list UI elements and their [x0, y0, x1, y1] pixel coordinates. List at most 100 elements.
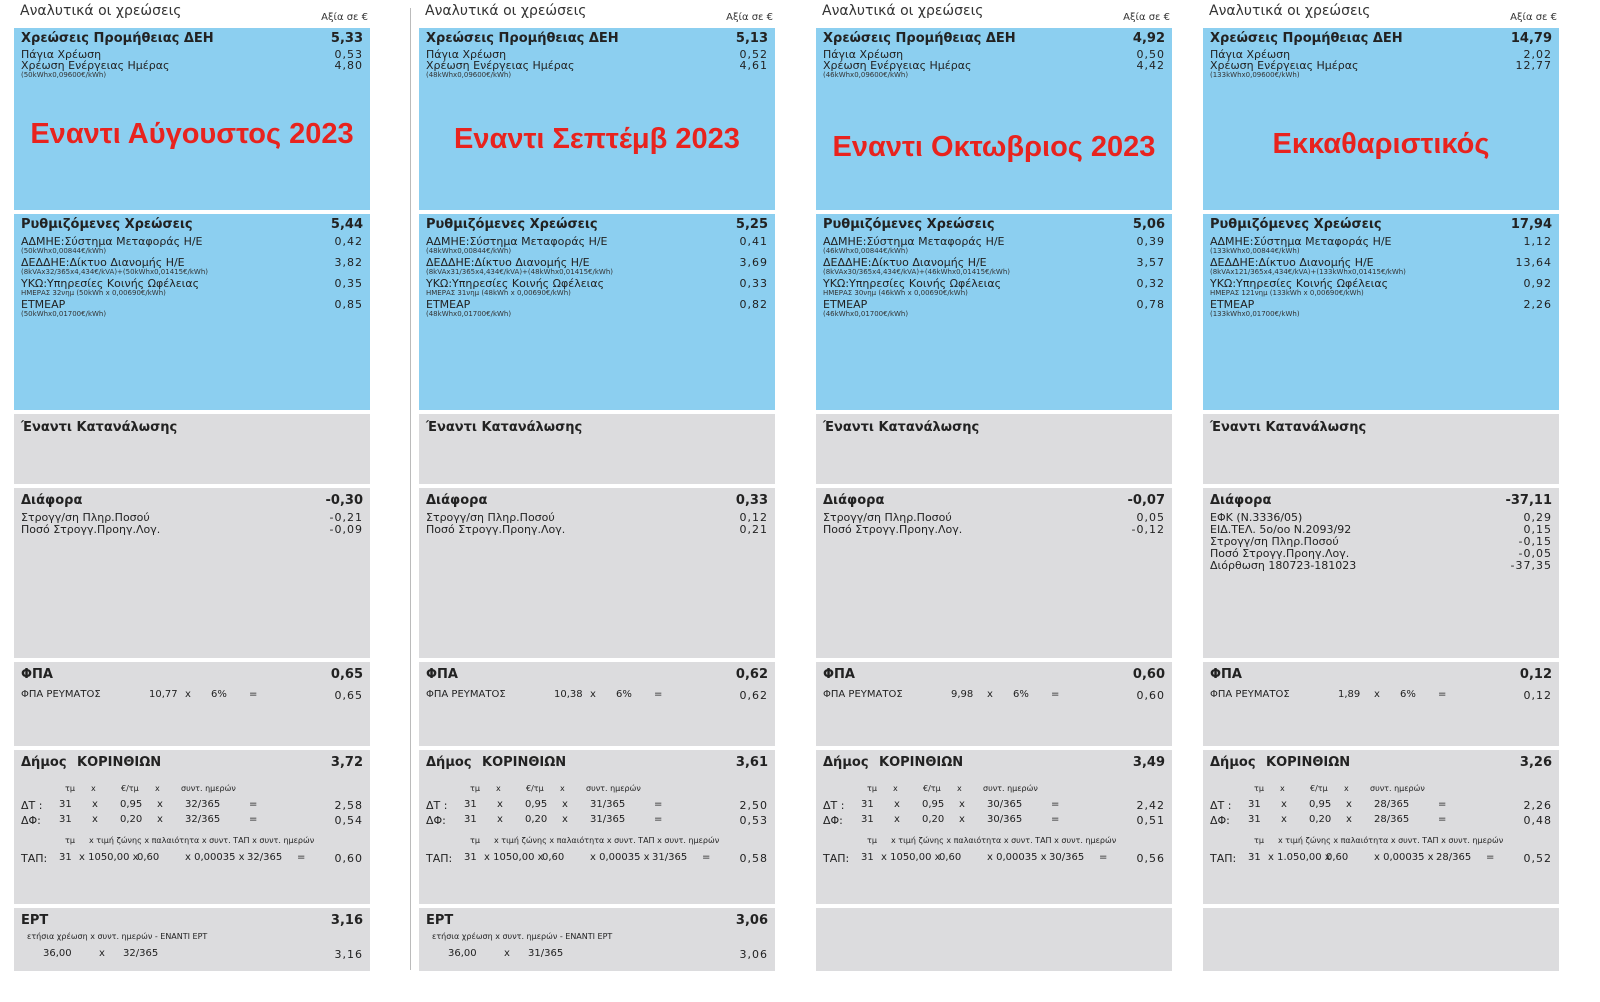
line-item-detail: (133kWhx0,00844€/kWh) [1210, 247, 1300, 255]
ert-caption-text: ετήσια χρέωση x συντ. ημερών - ΕΝΑΝΤΙ ΕΡ… [27, 932, 208, 941]
section-total: 0,65 [330, 667, 363, 682]
column-caption: συντ. ημερών [181, 784, 236, 793]
section-header: Έναντι Κατανάλωσης [426, 420, 768, 437]
row-cell: 32/365 [185, 814, 221, 825]
section-header: ΕΡΤ 3,16 [21, 913, 363, 930]
column-caption: τμ [470, 836, 480, 845]
line-item-value: -37,35 [1510, 559, 1552, 572]
column-caption: τμ [867, 784, 877, 793]
column-caption: τμ [867, 836, 877, 845]
tap-row: ΤΑΠ: 31 x 1.050,00 x 0,60 x 0,00035 x 28/365 =… [1210, 852, 1552, 866]
section-title: Έναντι Κατανάλωσης [823, 420, 980, 435]
row-cell: x [1281, 799, 1287, 810]
row-cell: x 1050,00 x [79, 852, 139, 863]
municipality-header-row: τμ x τιμή ζώνης x παλαιότητα x συντ. ΤΑΠ … [426, 836, 768, 850]
line-item: Ποσό Στρογγ.Προηγ.Λογ. -0,05 [1210, 547, 1552, 561]
row-label: ΔΤ : [1210, 799, 1232, 812]
section-header: Δήμος ΚΟΡΙΝΘΙΩΝ 3,26 [1210, 755, 1552, 772]
line-item: ΕΤΜΕΑΡ 0,82 (48kWhx0,01700€/kWh) [426, 298, 768, 318]
bill-column: Αναλυτικά οι χρεώσεις Αξία σε € Χρεώσεις Π… [1203, 0, 1559, 1002]
vat-section: ΦΠΑ 0,65 ΦΠΑ ΡΕΥΜΑΤΟΣ 10,77 x 6% = 0,65 [14, 662, 370, 746]
line-item-value: 13,64 [1515, 256, 1552, 269]
line-item-detail: (8kVAx31/365x4,434€/kVA)+(48kWhx0,01415€… [426, 268, 614, 276]
section-total: 5,44 [330, 217, 363, 232]
line-item: Πάγια Χρέωση 0,53 [21, 48, 363, 62]
section-title: Χρεώσεις Προμήθειας ΔΕΗ [426, 31, 619, 46]
line-item: Στρογγ/ση Πληρ.Ποσού -0,21 [21, 511, 363, 525]
section-title: Δήμος [426, 755, 472, 770]
column-caption: τμ [1254, 836, 1264, 845]
line-item-detail: ΗΜΕΡΑΣ 30νημ (46kWh x 0,00690€/kWh) [823, 289, 968, 297]
municipality-name: ΚΟΡΙΝΘΙΩΝ [1266, 755, 1351, 770]
misc-section: Διάφορα -0,07 Στρογγ/ση Πληρ.Ποσού 0,05 Ποσό… [816, 488, 1172, 658]
row-value: 0,54 [334, 814, 363, 827]
row-cell: = [1438, 799, 1447, 810]
tap-row: ΤΑΠ: 31 x 1050,00 x 0,60 x 0,00035 x 31/365 = 0… [426, 852, 768, 866]
overlay-label: Εκκαθαριστικός [1272, 128, 1490, 160]
misc-section: Διάφορα 0,33 Στρογγ/ση Πληρ.Ποσού 0,12 Ποσό … [419, 488, 775, 658]
ert-annual: 36,00 [43, 948, 72, 959]
vat-value: 0,62 [739, 689, 768, 702]
row-cell: 31 [59, 852, 72, 863]
line-item-label: ΑΔΜΗΕ:Σύστημα Μεταφοράς Η/Ε [1210, 235, 1392, 248]
line-item-label: ΔΕΔΔΗΕ:Δίκτυο Διανομής Η/Ε [426, 256, 590, 269]
line-item-value: -0,05 [1518, 547, 1552, 560]
section-title: ΦΠΑ [1210, 667, 1242, 682]
column-caption: τμ [65, 836, 75, 845]
row-cell: 32/365 [247, 852, 283, 863]
row-cell: x [894, 799, 900, 810]
row-value: 0,48 [1523, 814, 1552, 827]
line-item-value: 0,82 [739, 298, 768, 311]
vat-value: 0,60 [1136, 689, 1165, 702]
row-cell: x 0,00035 x [1374, 852, 1434, 863]
row-cell: 28/365 [1436, 852, 1472, 863]
line-item-detail: ΗΜΕΡΑΣ 31νημ (48kWh x 0,00690€/kWh) [426, 289, 571, 297]
line-item-label: ΕΦΚ (Ν.3336/05) [1210, 511, 1303, 524]
vat-label: ΦΠΑ ΡΕΥΜΑΤΟΣ [21, 689, 101, 700]
line-item: ΕΙΔ.ΤΕΛ. 5ο/οο Ν.2093/92 0,15 [1210, 523, 1552, 537]
row-cell: 31 [464, 852, 477, 863]
section-header: ΕΡΤ 3,06 [426, 913, 768, 930]
line-item: ΔΕΔΔΗΕ:Δίκτυο Διανομής Η/Ε 3,69 (8kVAx31/3… [426, 256, 768, 276]
column-caption: €/τμ [121, 784, 139, 793]
section-title: Χρεώσεις Προμήθειας ΔΕΗ [21, 31, 214, 46]
row-cell: x [1281, 814, 1287, 825]
line-item-value: 0,41 [739, 235, 768, 248]
row-cell: x [497, 799, 503, 810]
row-cell: 0,20 [1309, 814, 1332, 825]
row-cell: x [1346, 799, 1352, 810]
column-caption: x [155, 784, 160, 793]
column-header: Αναλυτικά οι χρεώσεις Αξία σε € [1209, 0, 1559, 28]
row-cell: x [562, 799, 568, 810]
row-value: 0,56 [1136, 852, 1165, 865]
column-caption: x [91, 784, 96, 793]
vat-equals: = [654, 689, 663, 700]
line-item-detail: (50kWhx0,01700€/kWh) [21, 310, 107, 318]
row-value: 0,52 [1523, 852, 1552, 865]
consumption-section: Έναντι Κατανάλωσης [1203, 414, 1559, 484]
ert-caption: ετήσια χρέωση x συντ. ημερών - ΕΝΑΝΤΙ ΕΡ… [21, 932, 363, 946]
vat-times: x [590, 689, 596, 700]
vat-equals: = [249, 689, 258, 700]
section-header: Ρυθμιζόμενες Χρεώσεις 17,94 [1210, 217, 1552, 234]
municipality-section: Δήμος ΚΟΡΙΝΘΙΩΝ 3,61 τμ x €/τμ x συντ. ημερών ΔΤ… [419, 750, 775, 904]
row-cell: 31 [861, 814, 874, 825]
section-total: 0,62 [735, 667, 768, 682]
vat-rate: 6% [1400, 689, 1416, 700]
line-item-detail: (46kWhx0,01700€/kWh) [823, 310, 909, 318]
row-label: ΔΤ : [426, 799, 448, 812]
column-caption: x [1280, 784, 1285, 793]
section-total: 3,72 [330, 755, 363, 770]
column-caption: συντ. ημερών [983, 784, 1038, 793]
line-item: ΥΚΩ:Υπηρεσίες Κοινής Ωφέλειας 0,35 ΗΜΕΡΑΣ … [21, 277, 363, 297]
row-cell: = [1051, 814, 1060, 825]
row-cell: 0,60 [137, 852, 160, 863]
row-cell: 31 [861, 799, 874, 810]
municipality-row: ΔΤ : 31 x 0,95 x 28/365 = 2,26 [1210, 799, 1552, 813]
section-header: ΦΠΑ 0,60 [823, 667, 1165, 684]
value-label: Αξία σε € [321, 12, 368, 23]
municipality-row: ΔΦ: 31 x 0,20 x 30/365 = 0,51 [823, 814, 1165, 828]
regulated-charges-section: Ρυθμιζόμενες Χρεώσεις 5,06 ΑΔΜΗΕ:Σύστημα Μ… [816, 214, 1172, 410]
line-item-detail: (133kWhx0,09600€/kWh) [1210, 71, 1300, 79]
vat-equals: = [1051, 689, 1060, 700]
